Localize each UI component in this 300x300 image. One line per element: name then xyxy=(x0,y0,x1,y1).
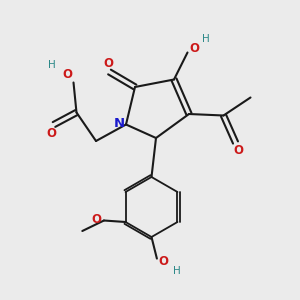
Text: O: O xyxy=(158,255,169,268)
Text: O: O xyxy=(103,57,113,70)
Text: O: O xyxy=(62,68,72,81)
Text: O: O xyxy=(91,213,101,226)
Text: N: N xyxy=(114,116,125,130)
Text: O: O xyxy=(46,127,56,140)
Text: H: H xyxy=(172,266,180,276)
Text: H: H xyxy=(48,59,56,70)
Text: O: O xyxy=(189,42,199,56)
Text: H: H xyxy=(202,34,210,44)
Text: O: O xyxy=(233,144,243,157)
